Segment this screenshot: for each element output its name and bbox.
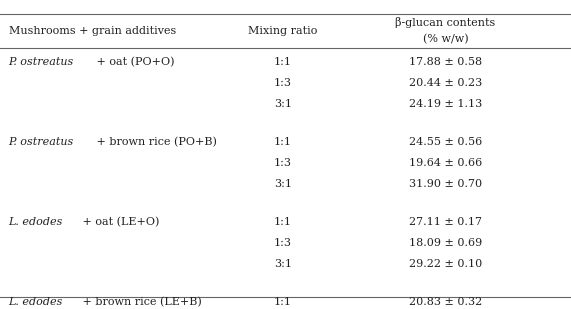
Text: 19.64 ± 0.66: 19.64 ± 0.66 [409, 158, 482, 168]
Text: Mushrooms + grain additives: Mushrooms + grain additives [9, 26, 176, 36]
Text: 3:1: 3:1 [274, 99, 292, 109]
Text: Mixing ratio: Mixing ratio [248, 26, 317, 36]
Text: 1:1: 1:1 [274, 217, 292, 227]
Text: 1:3: 1:3 [274, 158, 292, 168]
Text: 27.11 ± 0.17: 27.11 ± 0.17 [409, 217, 482, 227]
Text: 20.44 ± 0.23: 20.44 ± 0.23 [409, 78, 482, 88]
Text: 1:1: 1:1 [274, 57, 292, 67]
Text: 1:3: 1:3 [274, 78, 292, 88]
Text: 24.55 ± 0.56: 24.55 ± 0.56 [409, 137, 482, 147]
Text: 1:1: 1:1 [274, 137, 292, 147]
Text: P. ostreatus: P. ostreatus [9, 57, 74, 67]
Text: P. ostreatus: P. ostreatus [9, 137, 74, 147]
Text: 1:1: 1:1 [274, 297, 292, 307]
Text: L. edodes: L. edodes [9, 217, 63, 227]
Text: 31.90 ± 0.70: 31.90 ± 0.70 [409, 179, 482, 189]
Text: + oat (LE+O): + oat (LE+O) [79, 217, 159, 227]
Text: + brown rice (LE+B): + brown rice (LE+B) [79, 297, 202, 307]
Text: 3:1: 3:1 [274, 179, 292, 189]
Text: + brown rice (PO+B): + brown rice (PO+B) [93, 137, 216, 147]
Text: + oat (PO+O): + oat (PO+O) [93, 57, 174, 67]
Text: 18.09 ± 0.69: 18.09 ± 0.69 [409, 238, 482, 248]
Text: 1:3: 1:3 [274, 238, 292, 248]
Text: L. edodes: L. edodes [9, 297, 63, 307]
Text: (% w/w): (% w/w) [423, 34, 468, 45]
Text: 29.22 ± 0.10: 29.22 ± 0.10 [409, 259, 482, 269]
Text: 3:1: 3:1 [274, 259, 292, 269]
Text: 17.88 ± 0.58: 17.88 ± 0.58 [409, 57, 482, 67]
Text: β-glucan contents: β-glucan contents [395, 17, 496, 28]
Text: 24.19 ± 1.13: 24.19 ± 1.13 [409, 99, 482, 109]
Text: 20.83 ± 0.32: 20.83 ± 0.32 [409, 297, 482, 307]
